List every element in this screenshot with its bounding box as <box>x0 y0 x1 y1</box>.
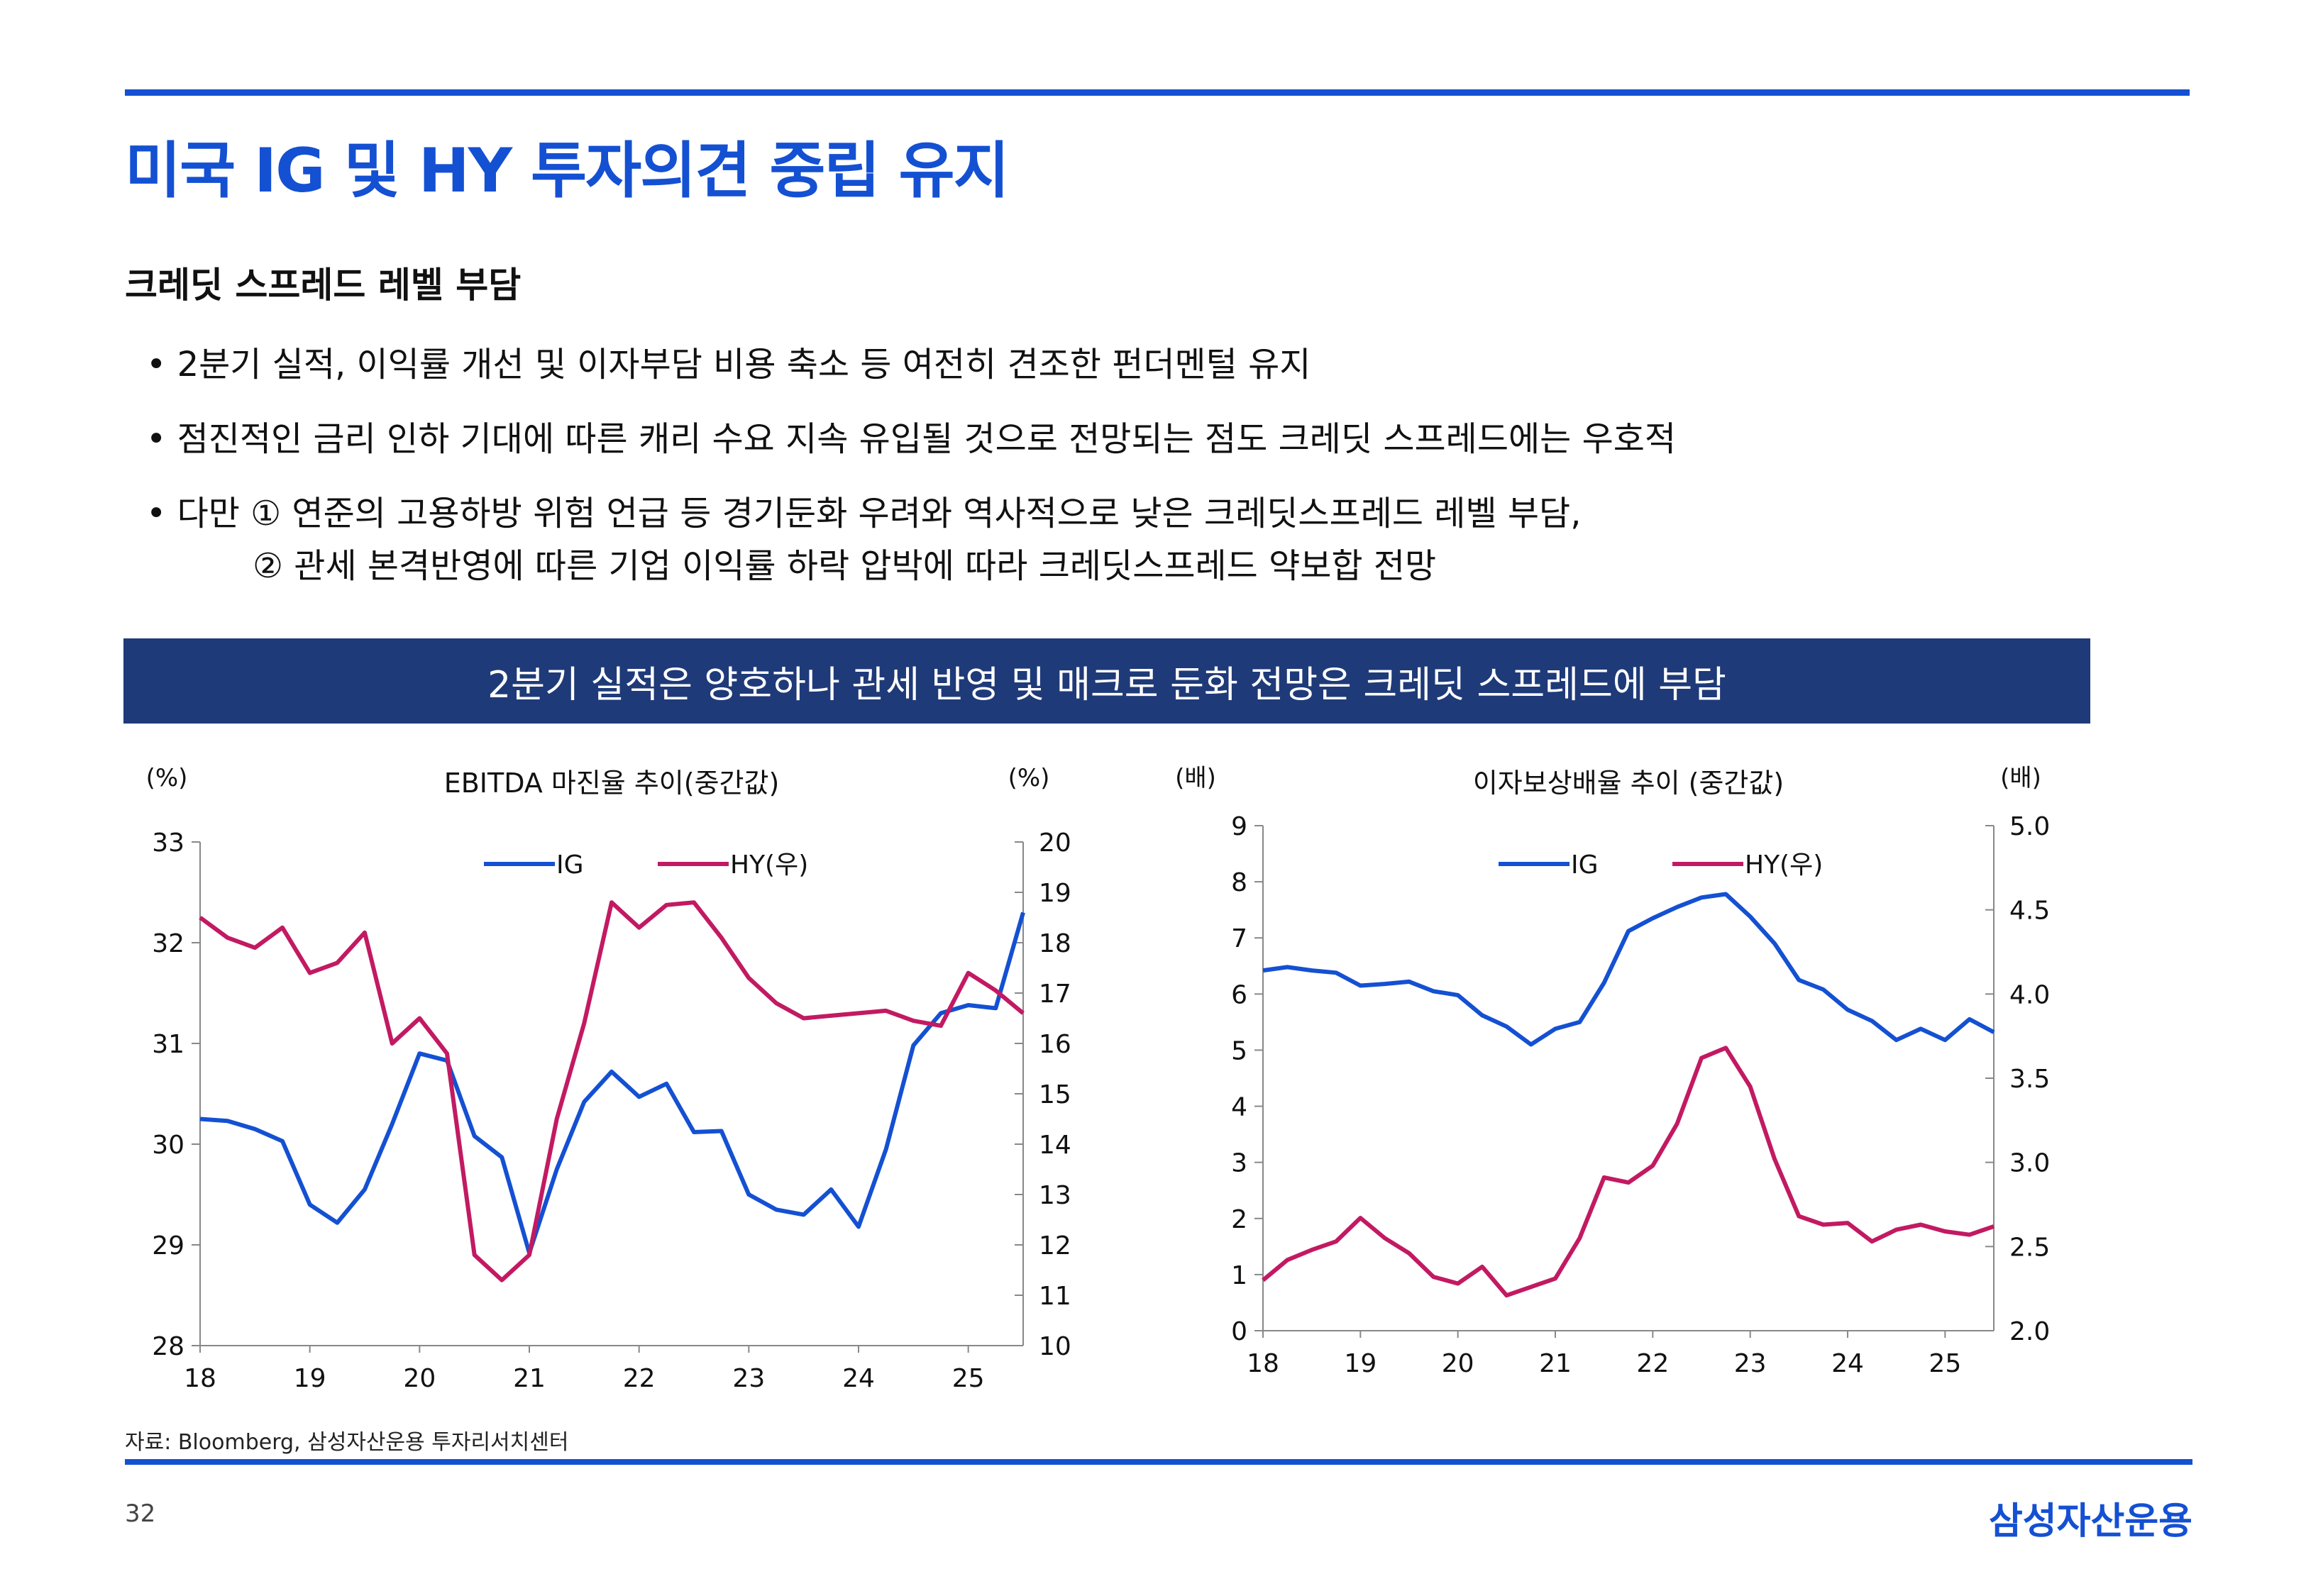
left-y-tick-label: 32 <box>152 929 184 958</box>
right-y-tick-label: 3.0 <box>2009 1149 2050 1178</box>
bottom-rule <box>125 1459 2192 1465</box>
right-y-tick-label: 5.0 <box>2009 812 2050 841</box>
left-y-tick-label: 4 <box>1231 1093 1247 1122</box>
bullet-item: • 점진적인 금리 인하 기대에 따른 캐리 수요 지속 유입될 것으로 전망되… <box>146 419 1677 459</box>
right-y-tick-label: 19 <box>1039 879 1071 908</box>
right-y-tick-label: 2.0 <box>2009 1317 2050 1346</box>
right-y-tick-label: 12 <box>1039 1231 1071 1260</box>
x-tick-label: 25 <box>1929 1349 1961 1378</box>
left-y-tick-label: 6 <box>1231 980 1247 1009</box>
x-tick-label: 22 <box>1636 1349 1669 1378</box>
right-y-tick-label: 11 <box>1039 1282 1071 1311</box>
left-axis-unit: (배) <box>1175 764 1216 792</box>
left-y-tick-label: 0 <box>1231 1317 1247 1346</box>
left-y-tick-label: 30 <box>152 1131 184 1160</box>
x-tick-label: 20 <box>403 1364 436 1393</box>
page-number: 32 <box>125 1500 156 1528</box>
legend-label: IG <box>556 850 584 880</box>
left-y-tick-label: 8 <box>1231 868 1247 897</box>
top-rule <box>125 89 2190 96</box>
interest-coverage-chart: 이자보상배율 추이 (중간값)(배) (배)01234567892.02.53.0… <box>1175 764 2050 1378</box>
left-y-tick-label: 5 <box>1231 1036 1247 1065</box>
bullet-item: • 2분기 실적, 이익률 개선 및 이자부담 비용 축소 등 여전히 견조한 … <box>146 345 1311 384</box>
company-logo: 삼성자산운용 <box>1988 1500 2192 1543</box>
left-y-tick-label: 29 <box>152 1231 184 1260</box>
legend-label: HY(우) <box>1745 850 1823 880</box>
section-subtitle: 크레딧 스프레드 레벨 부담 <box>125 265 522 306</box>
x-tick-label: 23 <box>732 1364 765 1393</box>
left-axis-unit: (%) <box>146 764 188 792</box>
x-tick-label: 23 <box>1734 1349 1767 1378</box>
x-tick-label: 19 <box>294 1364 326 1393</box>
left-y-tick-label: 9 <box>1231 812 1247 841</box>
right-y-tick-label: 2.5 <box>2009 1233 2050 1262</box>
right-y-tick-label: 10 <box>1039 1332 1071 1361</box>
series-line-hy <box>1262 1046 1995 1298</box>
series-line-hy <box>199 900 1025 1282</box>
left-y-tick-label: 7 <box>1231 924 1247 953</box>
left-y-tick-label: 31 <box>152 1030 184 1059</box>
right-y-tick-label: 16 <box>1039 1030 1071 1059</box>
bullet-item-continued: ② 관세 본격반영에 따른 기업 이익률 하락 압박에 따라 크레딧스프레드 약… <box>253 546 1437 586</box>
right-y-tick-label: 15 <box>1039 1080 1071 1109</box>
series-line-ig <box>1262 892 1995 1047</box>
left-y-tick-label: 3 <box>1231 1149 1247 1178</box>
x-tick-label: 25 <box>952 1364 985 1393</box>
source-note: 자료: Bloomberg, 삼성자산운용 투자리서치센터 <box>125 1430 569 1455</box>
right-y-tick-label: 14 <box>1039 1131 1071 1160</box>
right-y-tick-label: 4.5 <box>2009 897 2050 926</box>
right-y-tick-label: 20 <box>1039 829 1071 858</box>
right-axis-unit: (%) <box>1008 764 1050 792</box>
legend-label: HY(우) <box>730 850 808 880</box>
bullet-item: • 다만 ① 연준의 고용하방 위험 언급 등 경기둔화 우려와 역사적으로 낮… <box>146 494 1582 533</box>
right-y-tick-label: 18 <box>1039 929 1071 958</box>
x-tick-label: 18 <box>184 1364 216 1393</box>
right-y-tick-label: 17 <box>1039 980 1071 1009</box>
chart-title: EBITDA 마진율 추이(중간값) <box>444 767 780 799</box>
right-y-tick-label: 4.0 <box>2009 980 2050 1009</box>
chart-title: 이자보상배율 추이 (중간값) <box>1473 767 1784 799</box>
right-axis-unit: (배) <box>2000 764 2041 792</box>
x-tick-label: 21 <box>513 1364 546 1393</box>
ebitda-margin-chart: EBITDA 마진율 추이(중간값) (%) (%) 28 29 30 31 32 33 10 11… <box>146 764 1071 1393</box>
x-tick-label: 21 <box>1539 1349 1572 1378</box>
summary-banner: 2분기 실적은 양호하나 관세 반영 및 매크로 둔화 전망은 크레딧 스프레드… <box>123 638 2090 724</box>
x-tick-label: 18 <box>1247 1349 1279 1378</box>
x-tick-label: 19 <box>1344 1349 1377 1378</box>
legend-label: IG <box>1571 850 1599 880</box>
left-y-tick-label: 33 <box>152 829 184 858</box>
page-title: 미국 IG 및 HY 투자의견 중립 유지 <box>125 135 1010 206</box>
x-tick-label: 24 <box>842 1364 875 1393</box>
x-tick-label: 24 <box>1831 1349 1864 1378</box>
right-y-tick-label: 3.5 <box>2009 1065 2050 1094</box>
left-y-tick-label: 2 <box>1231 1205 1247 1234</box>
right-y-tick-label: 13 <box>1039 1181 1071 1210</box>
x-tick-label: 22 <box>623 1364 656 1393</box>
left-y-tick-label: 1 <box>1231 1261 1247 1290</box>
x-tick-label: 20 <box>1442 1349 1474 1378</box>
banner-text: 2분기 실적은 양호하나 관세 반영 및 매크로 둔화 전망은 크레딧 스프레드… <box>487 663 1726 706</box>
series-line-ig <box>199 911 1025 1256</box>
left-y-tick-label: 28 <box>152 1332 184 1361</box>
